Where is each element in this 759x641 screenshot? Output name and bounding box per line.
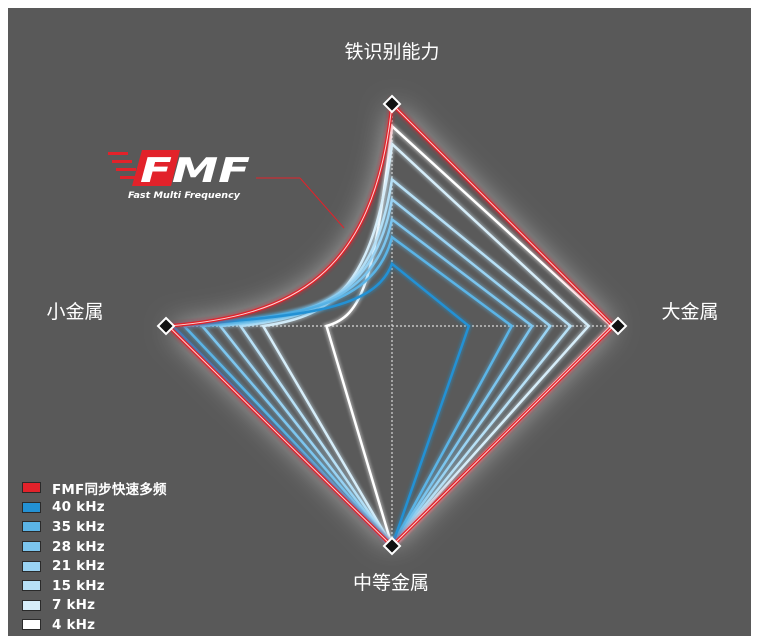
- legend-label: 21 kHz: [52, 558, 105, 575]
- legend-item: 35 kHz: [22, 517, 167, 537]
- legend-item: 7 kHz: [22, 596, 167, 616]
- axis-vertex-marker: [156, 316, 176, 336]
- legend-swatch: [22, 482, 41, 494]
- axis-vertex-marker: [608, 316, 628, 336]
- axis-label-top: 铁识别能力: [344, 41, 439, 63]
- legend-swatch: [22, 501, 41, 513]
- axis-vertex-marker: [382, 536, 402, 556]
- speed-lines-icon: [108, 152, 136, 179]
- legend-item: 28 kHz: [22, 537, 167, 557]
- logo-tagline: Fast Multi Frequency: [128, 191, 241, 201]
- legend-item: 40 kHz: [22, 498, 167, 518]
- fmf-logo: FMF Fast Multi Frequency: [108, 150, 345, 229]
- axis-label-right: 大金属: [661, 301, 718, 323]
- logo-mark: FMF: [140, 151, 250, 191]
- legend-swatch: [22, 619, 41, 631]
- logo-leader-line: [299, 177, 345, 229]
- legend-item: FMF同步快速多频: [22, 478, 167, 498]
- legend-swatch: [22, 599, 41, 611]
- logo-f-badge-icon: [132, 150, 180, 186]
- legend-label: 40 kHz: [52, 499, 105, 516]
- legend-swatch: [22, 541, 41, 553]
- legend-label: 4 kHz: [52, 616, 96, 633]
- legend-label: FMF同步快速多频: [52, 481, 167, 498]
- legend-swatch: [22, 560, 41, 572]
- chart-legend: FMF同步快速多频 40 kHz 35 kHz 28 kHz 21 kHz 15…: [22, 478, 167, 635]
- legend-label: 15 kHz: [52, 577, 105, 594]
- axis-vertex-markers: [156, 94, 628, 556]
- legend-item: 15 kHz: [22, 576, 167, 596]
- legend-label: 7 kHz: [52, 597, 96, 614]
- legend-swatch: [22, 521, 41, 533]
- axis-label-bottom: 中等金属: [353, 572, 429, 594]
- legend-label: 28 kHz: [52, 538, 105, 555]
- legend-label: 35 kHz: [52, 518, 105, 535]
- legend-item: 21 kHz: [22, 556, 167, 576]
- axis-label-left: 小金属: [46, 301, 103, 323]
- legend-swatch: [22, 580, 41, 592]
- legend-item: 4 kHz: [22, 615, 167, 635]
- axis-vertex-marker: [382, 94, 402, 114]
